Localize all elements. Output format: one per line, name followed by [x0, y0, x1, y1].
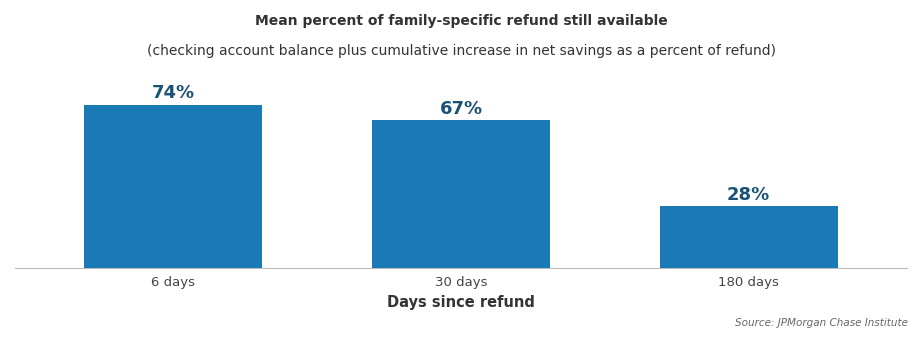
Text: (checking account balance plus cumulative increase in net savings as a percent o: (checking account balance plus cumulativ…	[147, 44, 775, 58]
Text: 67%: 67%	[440, 100, 482, 118]
X-axis label: Days since refund: Days since refund	[387, 295, 535, 310]
Text: 28%: 28%	[727, 186, 771, 204]
Bar	[372, 120, 550, 268]
Text: Mean percent of family-specific refund still available: Mean percent of family-specific refund s…	[254, 14, 668, 28]
Text: Source: JPMorgan Chase Institute: Source: JPMorgan Chase Institute	[735, 318, 908, 328]
Bar	[84, 105, 263, 268]
Text: 74%: 74%	[152, 84, 195, 102]
Bar	[659, 206, 838, 268]
